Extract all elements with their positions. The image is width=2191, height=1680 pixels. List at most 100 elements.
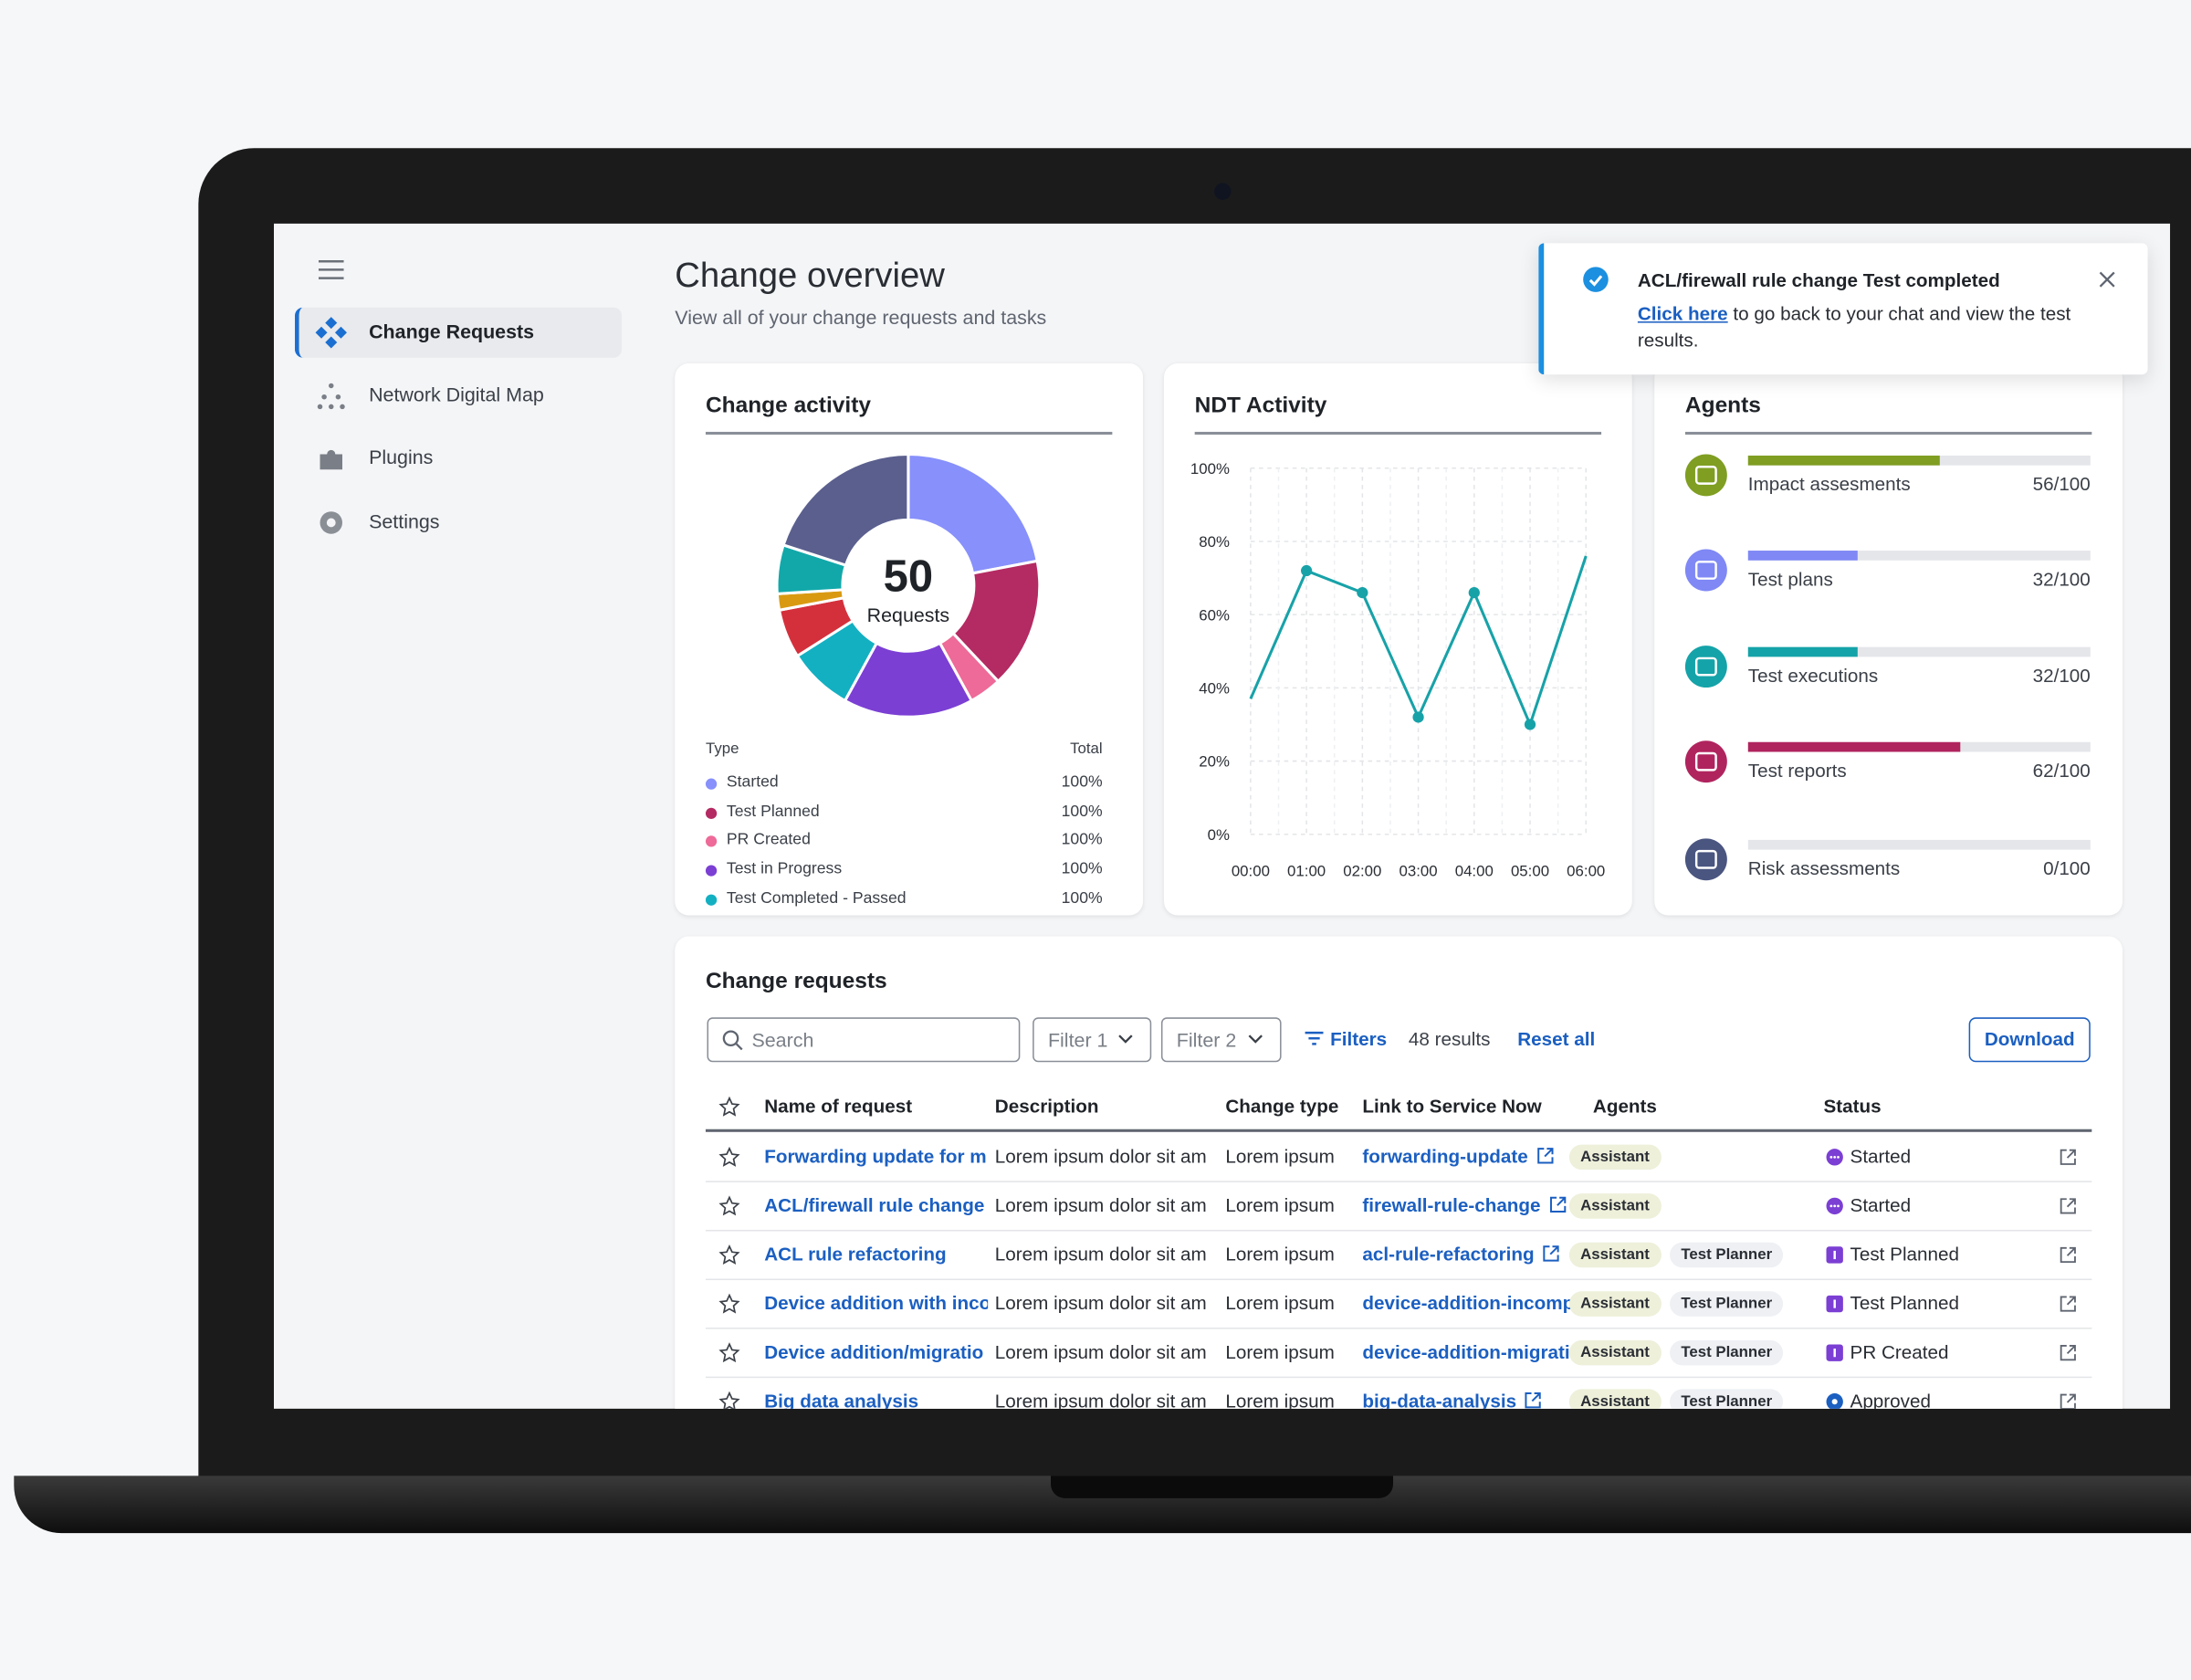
link-cell: forwarding-update — [1362, 1146, 1586, 1167]
filter-select[interactable]: Filter 1 — [1033, 1017, 1152, 1063]
service-now-link[interactable]: device-addition-migratio — [1362, 1341, 1582, 1363]
nav-item[interactable]: Settings — [369, 509, 440, 533]
agent-tag: Assistant — [1568, 1193, 1662, 1219]
card-title: Agents — [1684, 394, 1761, 418]
download-button[interactable]: Download — [1968, 1017, 2091, 1063]
nav-icon — [320, 449, 342, 470]
cell-description: Lorem ipsum dolor sit am — [994, 1244, 1207, 1265]
cell-name[interactable]: ACL rule refactoring — [764, 1244, 947, 1265]
agent-tag: Assistant — [1568, 1389, 1662, 1409]
chevron — [1118, 1034, 1133, 1044]
nav-glyph — [326, 518, 336, 528]
star-icon[interactable] — [718, 1391, 740, 1409]
agent-icon-glyph — [1694, 656, 1717, 677]
results-count: 48 results — [1408, 1028, 1491, 1050]
toast-body: Click here to go back to your chat and v… — [1638, 300, 2085, 353]
nav-item[interactable]: Plugins — [369, 446, 434, 468]
filters-button[interactable]: Filters — [1330, 1028, 1388, 1050]
agent-tag: Assistant — [1568, 1291, 1662, 1317]
external-link-icon — [1543, 1245, 1559, 1262]
open-icon[interactable] — [2060, 1393, 2076, 1409]
agents-card: Agents Impact assesments 56/100 Test plans 3… — [1654, 362, 2123, 916]
status-icon — [1826, 1197, 1843, 1215]
card-title-rule — [705, 431, 1113, 436]
star-icon[interactable] — [718, 1244, 740, 1265]
service-now-link[interactable]: device-addition-incomp — [1362, 1292, 1575, 1314]
agent-value: 56/100 — [2033, 474, 2091, 495]
column-header: Description — [994, 1095, 1099, 1117]
close-glyph — [2099, 271, 2115, 288]
progress-bar — [1747, 646, 1858, 657]
nav-glyph — [335, 394, 341, 400]
column-header: Name of request — [764, 1095, 913, 1117]
search-glyph — [735, 1043, 743, 1051]
agents-progress: Impact assesments 56/100 Test plans 32/100 T… — [1684, 454, 2091, 881]
nav-item[interactable]: Network Digital Map — [369, 383, 544, 405]
legend-dot — [705, 894, 718, 906]
progress-track — [1747, 551, 2091, 561]
star-icon[interactable] — [718, 1342, 740, 1363]
row-rule — [705, 1229, 2092, 1232]
star-glyph — [718, 1342, 740, 1363]
x-tick-label: 02:00 — [1343, 863, 1381, 880]
row-rule — [705, 1181, 2092, 1182]
open-icon[interactable] — [2060, 1344, 2076, 1361]
cell-name[interactable]: ACL/firewall rule change — [764, 1194, 985, 1216]
star-icon[interactable] — [718, 1146, 740, 1167]
donut-chart: 50 Requests — [775, 452, 1042, 719]
nav-icon — [315, 317, 347, 349]
service-now-link[interactable]: firewall-rule-change — [1362, 1194, 1541, 1216]
star-icon[interactable] — [718, 1293, 740, 1314]
agent-icon-glyph — [1694, 849, 1717, 869]
cell-name[interactable]: Device addition/migratio — [764, 1341, 984, 1363]
status-glyph — [1829, 1204, 1833, 1208]
nav-icon — [320, 511, 342, 534]
cell-name[interactable]: Big data analysis — [764, 1390, 919, 1409]
toast-title: ACL/firewall rule change Test completed — [1637, 269, 2000, 291]
toast-close[interactable] — [2099, 271, 2115, 288]
star-icon[interactable] — [718, 1096, 740, 1117]
point — [1357, 586, 1368, 599]
agent-name: Test plans — [1748, 569, 1833, 590]
reset-button[interactable]: Reset all — [1517, 1028, 1596, 1050]
cell-change-type: Lorem ipsum — [1225, 1146, 1335, 1168]
agent-tag: Test Planner — [1670, 1339, 1784, 1366]
star-glyph — [718, 1391, 740, 1409]
nav-item[interactable]: Change Requests — [369, 320, 535, 342]
service-now-link[interactable]: big-data-analysis — [1362, 1390, 1517, 1409]
star-icon[interactable] — [718, 1195, 740, 1216]
point — [1412, 711, 1424, 723]
cell-change-type: Lorem ipsum — [1225, 1341, 1335, 1363]
point — [1300, 564, 1313, 577]
search-box[interactable]: Search — [707, 1017, 1021, 1063]
service-now-link[interactable]: acl-rule-refactoring — [1362, 1244, 1535, 1265]
agent-icon-glyph — [1694, 465, 1717, 485]
cell-name[interactable]: Forwarding update for m — [764, 1146, 987, 1168]
service-now-link[interactable]: forwarding-update — [1362, 1146, 1528, 1168]
open-icon[interactable] — [2060, 1149, 2076, 1165]
status-glyph — [1829, 1155, 1833, 1159]
point — [1524, 719, 1536, 730]
status-icon — [1826, 1149, 1843, 1166]
donut-total: 50 — [884, 551, 933, 601]
cell-description: Lorem ipsum dolor sit am — [994, 1292, 1207, 1314]
legend-value: 100% — [1061, 803, 1103, 820]
open-icon[interactable] — [2060, 1246, 2076, 1264]
cell-name[interactable]: Device addition with inco — [764, 1292, 989, 1314]
filter-select[interactable]: Filter 2 — [1160, 1017, 1282, 1063]
legend-dot — [705, 778, 718, 790]
open-glyph — [2060, 1296, 2076, 1312]
y-tick-label: 60% — [1199, 606, 1230, 624]
agent-icon-glyph — [1694, 751, 1717, 772]
agent-tag: Test Planner — [1670, 1242, 1784, 1268]
donut-segment — [781, 452, 910, 568]
status-icon — [1826, 1344, 1843, 1361]
status-glyph — [1833, 1349, 1836, 1358]
open-icon[interactable] — [2060, 1198, 2076, 1214]
toast-link[interactable]: Click here — [1637, 303, 1728, 325]
status-glyph — [1833, 1155, 1837, 1159]
legend-label: Test Planned — [726, 803, 820, 820]
agent-tag: Test Planner — [1670, 1389, 1784, 1409]
open-glyph — [2060, 1149, 2076, 1165]
open-icon[interactable] — [2060, 1296, 2076, 1312]
